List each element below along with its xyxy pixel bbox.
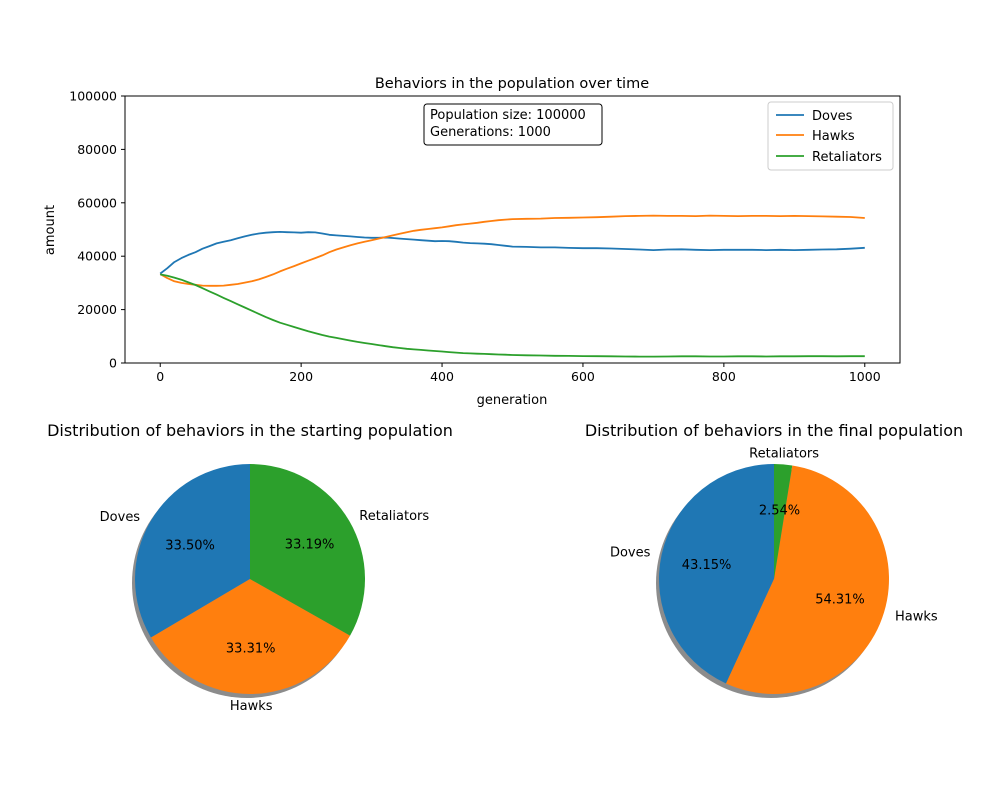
pie-final-category-label-hawks: Hawks [895,609,938,624]
y-axis-label: amount [43,205,58,255]
pie-start-title: Distribution of behaviors in the startin… [47,421,453,440]
pie-final-title: Distribution of behaviors in the final p… [585,421,963,440]
legend-label-doves: Doves [812,109,853,124]
x-tick-label: 0 [156,369,164,384]
x-axis-label: generation [477,393,548,408]
pie-final-slice-retaliators [774,464,793,579]
x-axis-ticks: 0 200 400 600 800 1000 [156,363,881,384]
y-tick-label: 80000 [77,142,117,157]
pie-final-pct-label-retaliators: 2.54% [759,504,800,519]
pie-start-category-label-retaliators: Retaliators [359,509,429,524]
pie-final-slice-hawks [726,465,890,694]
line-chart-frame [124,95,901,364]
y-tick-label: 40000 [77,249,117,264]
pie-chart-final: Distribution of behaviors in the final p… [585,421,963,698]
x-tick-label: 400 [430,369,454,384]
pie-start-slice-retaliators [250,464,366,636]
pie-start-category-label-doves: Doves [100,510,141,525]
pie-start-pct-label-hawks: 33.31% [226,642,276,657]
pie-final-pct-label-doves: 43.15% [682,558,732,573]
line-chart-title: Behaviors in the population over time [375,76,649,92]
pie-start-category-label-hawks: Hawks [230,699,273,714]
pie-start-slices [132,464,366,698]
y-axis-ticks: 0 20000 40000 60000 80000 100000 [69,89,125,371]
y-tick-label: 0 [109,356,117,371]
series-line-retaliators [160,273,865,358]
pie-start-pct-label-doves: 33.50% [165,538,215,553]
annotation-line-2: Generations: 1000 [430,125,551,140]
x-tick-label: 1000 [849,369,881,384]
annotation-box: Population size: 100000 Generations: 100… [423,103,603,146]
legend: Doves Hawks Retaliators [767,101,894,171]
pie-start-slice-hawks [151,579,351,695]
pie-start-labels: 33.50% Doves 33.31% Hawks 33.19% Retaliators [100,509,430,714]
legend-label-hawks: Hawks [812,129,855,144]
pie-final-category-label-doves: Doves [610,546,651,561]
pie-start-pct-label-retaliators: 33.19% [285,538,335,553]
annotation-line-1: Population size: 100000 [430,108,586,123]
legend-label-retaliators: Retaliators [812,150,882,165]
pie-final-pct-label-hawks: 54.31% [815,593,865,608]
pie-chart-start: Distribution of behaviors in the startin… [47,421,453,714]
y-tick-label: 100000 [69,89,117,104]
x-tick-label: 800 [712,369,736,384]
series-line-hawks [159,214,865,287]
pie-start-slice-doves [134,464,250,638]
x-tick-label: 200 [289,369,313,384]
x-tick-label: 600 [571,369,595,384]
pie-final-slices [656,464,890,698]
annotation-frame [423,103,603,146]
line-series-group [159,214,865,358]
series-line-doves [159,230,865,275]
pie-final-slice-doves [659,464,774,684]
pie-final-labels: 43.15% Doves 54.31% Hawks 2.54% Retaliators [610,446,938,624]
line-chart: Behaviors in the population over time 0 2… [43,76,901,408]
legend-frame [767,101,894,171]
y-tick-label: 60000 [77,195,117,210]
y-tick-label: 20000 [77,302,117,317]
pie-final-category-label-retaliators: Retaliators [749,446,819,461]
